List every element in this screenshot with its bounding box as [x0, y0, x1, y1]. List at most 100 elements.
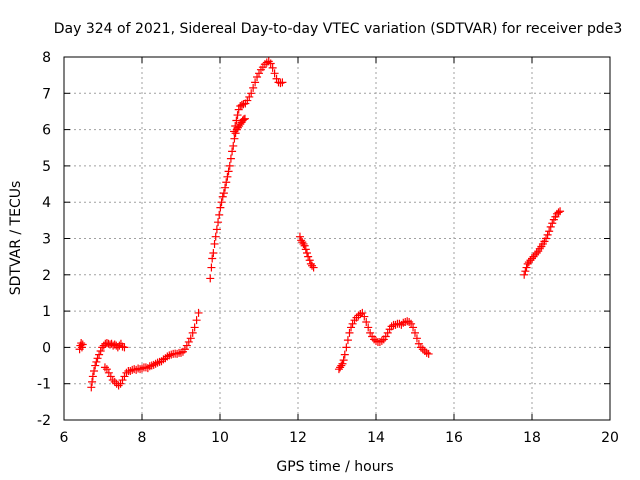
data-point: [299, 239, 308, 248]
data-point: [190, 323, 199, 332]
data-point: [247, 89, 256, 98]
data-point: [239, 115, 248, 124]
data-point: [92, 357, 101, 366]
data-point: [347, 323, 356, 332]
data-point: [180, 345, 189, 354]
data-point: [338, 359, 347, 368]
data-point: [304, 252, 313, 261]
data-point: [234, 105, 243, 114]
data-point: [414, 339, 423, 348]
data-point: [147, 361, 156, 370]
data-point: [409, 323, 418, 332]
y-tick-label: 5: [42, 159, 51, 175]
data-point: [182, 341, 191, 350]
data-point: [96, 347, 105, 356]
data-point: [416, 343, 425, 352]
data-point: [542, 234, 551, 243]
data-point: [218, 192, 227, 201]
data-point: [348, 319, 357, 328]
y-axis-label: SDTVAR / TECUs: [8, 181, 24, 296]
data-point: [91, 361, 100, 370]
grid: [64, 57, 610, 420]
data-point: [95, 350, 104, 359]
data-point: [90, 366, 99, 375]
data-point: [407, 319, 416, 328]
data-point: [340, 350, 349, 359]
data-point: [222, 178, 231, 187]
data-point: [93, 354, 102, 363]
x-tick-label: 10: [211, 430, 229, 446]
data-point: [543, 230, 552, 239]
data-point: [399, 318, 408, 327]
y-tick-label: 1: [42, 304, 51, 320]
data-point: [167, 350, 176, 359]
data-point: [165, 351, 174, 360]
data-point: [405, 317, 414, 326]
chart-title: Day 324 of 2021, Sidereal Day-to-day VTE…: [54, 21, 623, 37]
y-tick-label: 7: [42, 86, 51, 102]
y-tick-label: -2: [37, 413, 51, 429]
data-point: [245, 92, 254, 101]
data-point: [136, 365, 145, 374]
x-tick-label: 8: [138, 430, 147, 446]
data-point: [532, 249, 541, 258]
data-point: [377, 336, 386, 345]
x-tick-label: 12: [289, 430, 307, 446]
data-point: [100, 363, 109, 372]
x-tick-labels: 6 8 10 12 14 16 18 20: [60, 430, 619, 446]
data-point: [210, 239, 219, 248]
data-point: [268, 63, 277, 72]
data-point: [366, 328, 375, 337]
data-point: [266, 59, 275, 68]
data-point: [342, 343, 351, 352]
x-axis-label: GPS time / hours: [276, 459, 393, 475]
data-point: [231, 121, 240, 130]
data-point: [418, 345, 427, 354]
x-tick-label: 20: [601, 430, 619, 446]
data-point: [360, 312, 369, 321]
data-point: [387, 322, 396, 331]
data-point: [521, 267, 530, 276]
data-point: [186, 334, 195, 343]
data-point: [272, 74, 281, 83]
data-point: [295, 232, 304, 241]
data-point: [120, 372, 129, 381]
data-point: [114, 381, 123, 390]
data-series: [75, 57, 565, 392]
data-point: [545, 227, 554, 236]
data-point: [305, 256, 314, 265]
data-point: [251, 78, 260, 87]
data-point: [88, 372, 97, 381]
y-tick-label: 2: [42, 268, 51, 284]
data-point: [153, 358, 162, 367]
data-point: [230, 127, 239, 136]
data-point: [270, 69, 279, 78]
data-point: [383, 328, 392, 337]
data-point: [116, 379, 125, 388]
data-point: [239, 100, 248, 109]
data-point: [212, 225, 221, 234]
data-point: [424, 349, 433, 358]
data-point: [522, 263, 531, 272]
data-point: [278, 78, 287, 87]
x-tick-label: 16: [445, 430, 463, 446]
data-point: [141, 363, 150, 372]
data-point: [104, 368, 113, 377]
data-point: [173, 349, 182, 358]
data-point: [207, 263, 216, 272]
data-point: [546, 222, 555, 231]
data-point: [219, 189, 228, 198]
data-point: [255, 69, 263, 78]
data-point: [243, 96, 252, 105]
data-point: [225, 161, 234, 170]
data-point: [223, 172, 232, 181]
data-point: [110, 377, 119, 386]
data-point: [358, 308, 367, 317]
y-tick-label: 4: [42, 195, 51, 211]
data-point: [362, 317, 371, 326]
data-point: [301, 245, 310, 254]
data-point: [208, 254, 217, 263]
data-point: [233, 111, 242, 120]
data-point: [216, 203, 225, 212]
